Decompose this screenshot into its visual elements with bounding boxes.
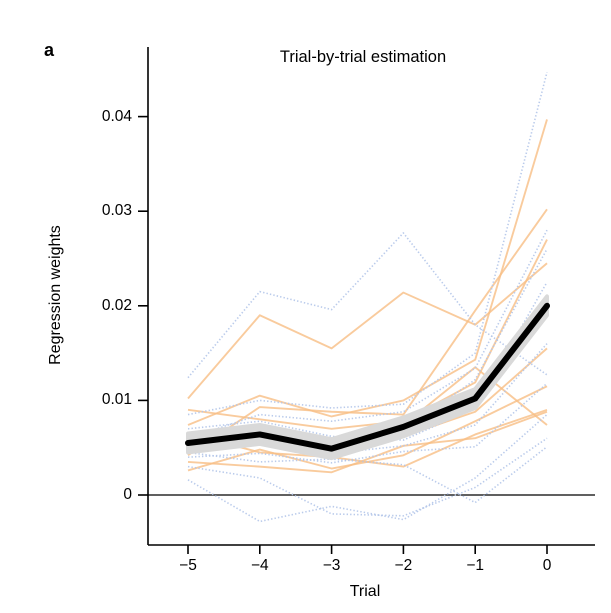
y-tick-label: 0.02 <box>101 296 132 314</box>
line-participant-16 <box>187 382 548 464</box>
line-participant-12 <box>187 229 548 439</box>
panel-label: a <box>44 40 55 60</box>
x-tick-label: −5 <box>179 557 197 574</box>
line-participant-07 <box>187 408 548 468</box>
line-participant-19 <box>187 446 548 504</box>
line-participant-11 <box>187 71 548 416</box>
line-participant-10 <box>187 232 548 379</box>
y-tick-label: 0.01 <box>101 391 132 409</box>
line-participant-14 <box>187 281 548 441</box>
y-axis-title: Regression weights <box>47 225 64 365</box>
line-participant-17 <box>187 413 548 523</box>
line-participant-18 <box>187 437 548 517</box>
x-tick-label: −4 <box>250 557 269 574</box>
y-tick-label: 0.04 <box>101 107 132 125</box>
x-axis-title: Trial <box>349 583 381 600</box>
y-tick-label: 0 <box>123 486 132 503</box>
mean-line <box>185 302 550 452</box>
line-participant-03 <box>187 208 548 457</box>
x-tick-label: −1 <box>466 557 485 574</box>
mean-error-band <box>186 294 549 461</box>
y-tick-label: 0.03 <box>101 202 132 220</box>
x-tick-label: −3 <box>322 557 341 574</box>
line-participant-01 <box>187 262 548 400</box>
x-tick-label: −2 <box>394 557 413 574</box>
chart-title: Trial-by-trial estimation <box>279 48 447 66</box>
line-participant-02 <box>187 119 548 426</box>
line-participant-04 <box>187 239 548 430</box>
x-tick-label: 0 <box>542 557 552 574</box>
line-participant-09 <box>187 410 548 474</box>
